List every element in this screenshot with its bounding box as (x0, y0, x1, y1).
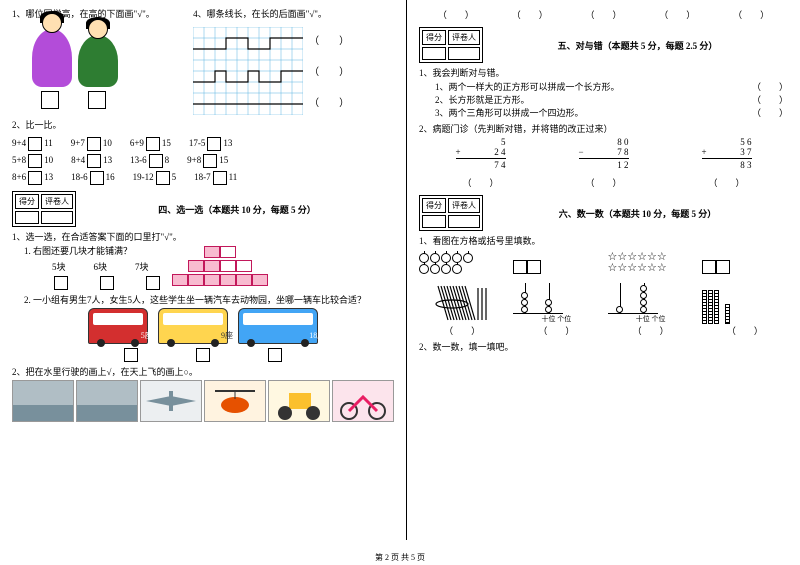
line-grid (193, 27, 303, 115)
stars-icon: ☆☆☆☆☆☆ ☆☆☆☆☆☆ (608, 252, 676, 274)
count-row-1: ☆☆☆☆☆☆ ☆☆☆☆☆☆ (419, 252, 788, 274)
section4-head: 得分评卷人 四、选一选（本题共 10 分，每题 5 分） (12, 191, 394, 227)
bus-box-5[interactable] (124, 348, 138, 362)
q2: 2、比一比。 (12, 119, 394, 132)
opt-7: 7块 (135, 260, 149, 273)
buses: 5座 9座 18座 (12, 308, 394, 346)
section5-head: 得分评卷人 五、对与错（本题共 5 分，每题 2.5 分） (419, 27, 788, 63)
section6-head: 得分评卷人 六、数一数（本题共 10 分，每题 5 分） (419, 195, 788, 231)
apples-icon (419, 253, 479, 274)
abacus-1 (513, 278, 563, 314)
page-footer: 第 2 页 共 5 页 (0, 552, 800, 563)
q1-num: 1、 (12, 9, 26, 19)
bus-box-18[interactable] (268, 348, 282, 362)
s5q1-text: 我会判断对与错。 (433, 68, 505, 78)
section6-title: 六、数一数（本题共 10 分，每题 5 分） (487, 207, 788, 220)
bars-icon (702, 290, 788, 324)
right-column: （ ）（ ）（ ）（ ）（ ） 得分评卷人 五、对与错（本题共 5 分，每题 2… (407, 0, 800, 540)
vehicles (12, 380, 394, 422)
s4q2-text: 把在水里行驶的画上√，在天上飞的画上○。 (26, 367, 198, 377)
opt-box-5[interactable] (54, 276, 68, 290)
answer-box-kid2[interactable] (88, 91, 106, 109)
bus-9: 9座 (158, 308, 228, 344)
s6q2-text: 数一数，填一填吧。 (433, 342, 514, 352)
s4q1-top: 1、选一选，在合适答案下面的口里打"√"。 (12, 231, 394, 244)
s4q1b-text: 一小组有男生7人，女生5人，这些学生坐一辆汽车去动物园，坐哪一辆车比较合适？ (33, 295, 366, 305)
answer-box-kid1[interactable] (41, 91, 59, 109)
s4q1a-text: 右图还要几块才能铺满？ (33, 246, 132, 256)
sticks-icon (434, 282, 490, 322)
section5-title: 五、对与错（本题共 5 分，每题 2.5 分） (487, 39, 788, 52)
bus-box-9[interactable] (196, 348, 210, 362)
s5q2-text: 病题门诊（先判断对错，并将错的改正过来） (433, 124, 613, 134)
opt-6: 6块 (94, 260, 108, 273)
section4-title: 四、选一选（本题共 10 分，每题 5 分） (80, 203, 394, 216)
children-graphic (32, 29, 183, 87)
calc-problems: 5 +2 4 7 4 （ ） 8 0 −7 8 1 2 （ ） 5 6 +3 7… (419, 137, 788, 189)
bus-18: 18座 (238, 308, 318, 344)
answer-boxes-1[interactable] (513, 260, 599, 274)
abacus-2 (608, 278, 658, 314)
kid-2 (78, 35, 118, 87)
q4: 4、哪条线长，在长的后面画"√"。 (193, 8, 394, 21)
ship-2[interactable] (76, 380, 138, 422)
q4-num: 4、 (193, 9, 207, 19)
tile-figure (172, 246, 268, 288)
answer-boxes-2[interactable] (702, 260, 788, 274)
helicopter[interactable] (204, 380, 266, 422)
opt-5: 5块 (52, 260, 66, 273)
motorcycle[interactable] (332, 380, 394, 422)
q4-text: 哪条线长，在长的后面画"√"。 (207, 9, 327, 19)
count-row-2: （ ） 十位 个位 （ ） 十位 个位 （ ） (419, 278, 788, 337)
opt-box-6[interactable] (100, 276, 114, 290)
tf-2: 2、长方形就是正方形。 (435, 93, 530, 106)
tractor[interactable] (268, 380, 330, 422)
ship-1[interactable] (12, 380, 74, 422)
q2-text: 比一比。 (26, 120, 62, 130)
s6q1-text: 看图在方格或括号里填数。 (433, 236, 541, 246)
opt-box-7[interactable] (146, 276, 160, 290)
bus-5: 5座 (88, 308, 148, 344)
kid-1 (32, 29, 72, 87)
q2-num: 2、 (12, 120, 26, 130)
tf-1: 1、两个一样大的正方形可以拼成一个长方形。 (435, 80, 620, 93)
left-column: 1、哪位同学高，在高的下面画"√"。 4、哪条线长，在长的后面画"√"。 (0, 0, 407, 540)
plane[interactable] (140, 380, 202, 422)
tf-3: 3、两个三角形可以拼成一个四边形。 (435, 106, 584, 119)
compare-table: 9+411 9+710 6+915 17-513 5+810 8+413 13-… (12, 137, 394, 185)
line-answers: （ ） （ ） （ ） (309, 32, 349, 109)
top-parens: （ ）（ ）（ ）（ ）（ ） (419, 8, 788, 21)
